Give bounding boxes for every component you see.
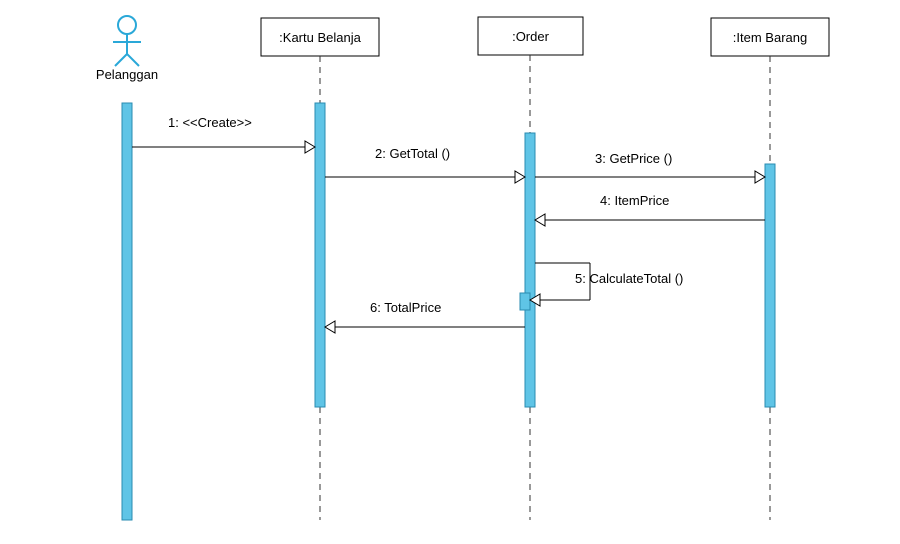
- sequence-diagram: Pelanggan :Kartu Belanja :Order :Item Baran…: [0, 0, 900, 544]
- lifeline-order: :Order: [478, 17, 583, 55]
- message-label: 6: TotalPrice: [370, 300, 441, 315]
- message-label: 3: GetPrice (): [595, 151, 672, 166]
- activation-act-selfcall: [520, 293, 530, 310]
- lifeline-label: :Item Barang: [733, 30, 807, 45]
- message-label: 1: <<Create>>: [168, 115, 252, 130]
- activation-act-order: [525, 133, 535, 407]
- activation-act-item: [765, 164, 775, 407]
- lifeline-label: :Order: [512, 29, 550, 44]
- lifeline-label: :Kartu Belanja: [279, 30, 361, 45]
- lifeline-item: :Item Barang: [711, 18, 829, 56]
- message-label: 2: GetTotal (): [375, 146, 450, 161]
- activation-act-pelanggan: [122, 103, 132, 520]
- activation-act-kartu: [315, 103, 325, 407]
- message-label: 5: CalculateTotal (): [575, 271, 683, 286]
- actor-label: Pelanggan: [96, 67, 158, 82]
- lifeline-kartu: :Kartu Belanja: [261, 18, 379, 56]
- message-label: 4: ItemPrice: [600, 193, 669, 208]
